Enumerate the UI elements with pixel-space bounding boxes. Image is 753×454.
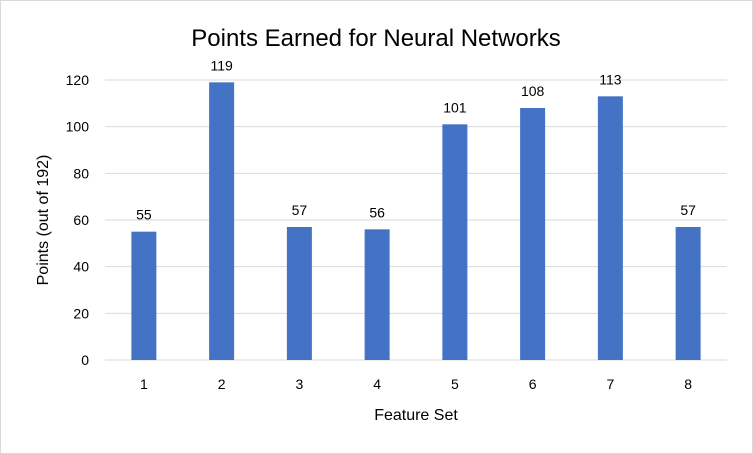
gridlines <box>105 79 727 361</box>
y-tick-label: 40 <box>73 259 89 275</box>
x-tick-label: 2 <box>218 376 226 392</box>
x-tick-label: 8 <box>684 376 692 392</box>
chart-title: Points Earned for Neural Networks <box>191 25 561 52</box>
y-tick-label: 60 <box>73 212 89 228</box>
bar <box>209 82 235 360</box>
bar <box>364 229 390 360</box>
bar <box>675 227 701 360</box>
bar <box>520 108 546 360</box>
data-labels: 55 119 57 56 101 108 113 57 <box>136 57 696 222</box>
bar <box>131 231 157 360</box>
y-tick-label: 120 <box>66 72 90 88</box>
x-tick-label: 5 <box>451 376 459 392</box>
x-axis-title: Feature Set <box>374 407 458 424</box>
x-tick-label: 4 <box>373 376 381 392</box>
data-label: 113 <box>599 71 622 87</box>
x-tick-label: 7 <box>606 376 614 392</box>
data-label: 119 <box>210 57 233 73</box>
x-tick-label: 6 <box>529 376 537 392</box>
data-label: 108 <box>521 83 545 99</box>
data-label: 55 <box>136 207 152 223</box>
bar <box>442 124 468 360</box>
bar <box>286 227 312 360</box>
y-tick-label: 0 <box>81 352 89 368</box>
data-label: 101 <box>443 99 467 115</box>
y-axis-title: Points (out of 192) <box>35 155 52 286</box>
data-label: 56 <box>369 204 385 220</box>
data-label: 57 <box>680 202 696 218</box>
x-tick-label: 3 <box>295 376 303 392</box>
x-tick-label: 1 <box>140 376 148 392</box>
bars <box>131 82 701 360</box>
y-tick-label: 100 <box>66 119 90 135</box>
y-axis-ticks: 0 20 40 60 80 100 120 <box>66 72 90 368</box>
data-label: 57 <box>292 202 308 218</box>
y-tick-label: 20 <box>73 305 89 321</box>
y-tick-label: 80 <box>73 165 89 181</box>
x-axis-ticks: 1 2 3 4 5 6 7 8 <box>140 376 692 392</box>
bar <box>597 96 623 360</box>
